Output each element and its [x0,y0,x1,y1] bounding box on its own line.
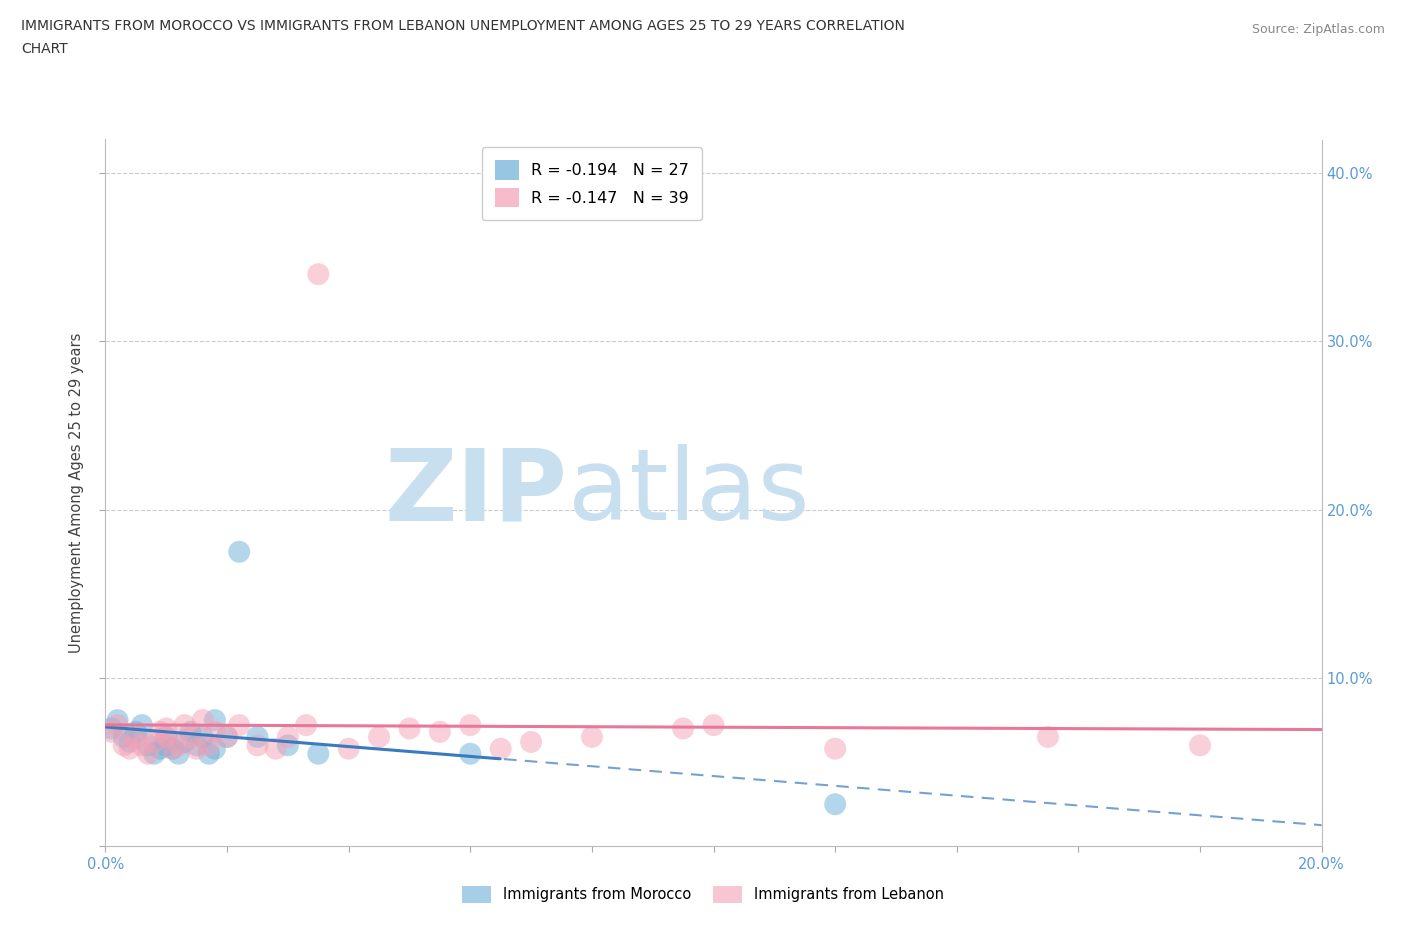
Point [118,735,141,750]
Point [186,741,208,756]
Point [173,718,195,733]
Point [155,721,177,736]
Point [198,737,221,752]
Y-axis label: Unemployment Among Ages 25 to 29 years: Unemployment Among Ages 25 to 29 years [69,333,84,653]
Point [180,724,202,739]
Point [167,737,190,752]
Point [824,797,846,812]
Point [155,729,177,744]
Point [155,737,177,752]
Point [143,735,166,750]
Point [125,724,148,739]
Point [143,746,166,761]
Point [173,735,195,750]
Point [167,746,190,761]
Point [217,729,239,744]
Point [191,712,214,727]
Point [307,746,329,761]
Point [228,544,250,559]
Point [198,746,221,761]
Point [136,737,159,752]
Point [520,735,543,750]
Legend: R = -0.194   N = 27, R = -0.147   N = 39: R = -0.194 N = 27, R = -0.147 N = 39 [482,148,702,220]
Text: ZIP: ZIP [385,445,568,541]
Point [429,724,451,739]
Point [136,746,159,761]
Point [204,724,226,739]
Point [204,741,226,756]
Point [155,729,177,744]
Point [581,729,603,744]
Point [107,712,129,727]
Point [149,741,172,756]
Text: Source: ZipAtlas.com: Source: ZipAtlas.com [1251,23,1385,36]
Point [307,267,329,282]
Point [246,729,269,744]
Point [398,721,420,736]
Text: CHART: CHART [21,42,67,56]
Point [277,729,299,744]
Point [100,721,122,736]
Point [277,737,299,752]
Point [112,729,135,744]
Point [1188,737,1211,752]
Text: IMMIGRANTS FROM MOROCCO VS IMMIGRANTS FROM LEBANON UNEMPLOYMENT AMONG AGES 25 TO: IMMIGRANTS FROM MOROCCO VS IMMIGRANTS FR… [21,19,905,33]
Point [125,729,148,744]
Point [131,737,153,752]
Point [100,724,122,739]
Point [702,718,725,733]
Point [204,712,226,727]
Point [489,741,512,756]
Point [246,737,269,752]
Point [149,724,172,739]
Point [107,718,129,733]
Point [1036,729,1059,744]
Text: atlas: atlas [568,445,810,541]
Legend: Immigrants from Morocco, Immigrants from Lebanon: Immigrants from Morocco, Immigrants from… [457,881,949,909]
Point [112,737,135,752]
Point [824,741,846,756]
Point [180,729,202,744]
Point [458,718,481,733]
Point [672,721,695,736]
Point [162,741,184,756]
Point [162,741,184,756]
Point [458,746,481,761]
Point [118,741,141,756]
Point [337,741,360,756]
Point [217,729,239,744]
Point [186,737,208,752]
Point [368,729,391,744]
Point [295,718,318,733]
Point [228,718,250,733]
Point [264,741,287,756]
Point [131,718,153,733]
Point [191,729,214,744]
